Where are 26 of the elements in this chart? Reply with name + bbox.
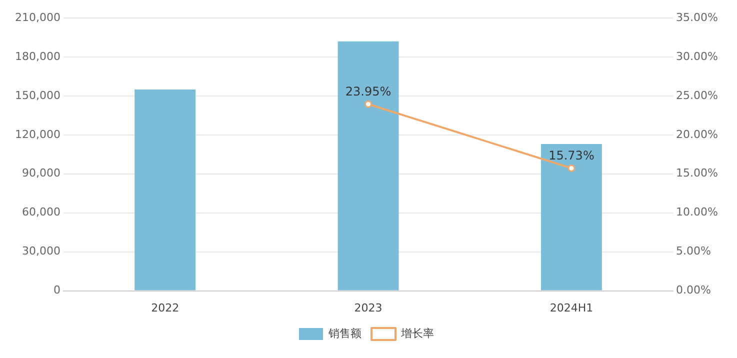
legend-label: 增长率 [400, 326, 434, 340]
bar [338, 41, 399, 290]
y2-tick-label: 0.00% [676, 284, 712, 297]
y-tick-label: 30,000 [22, 244, 60, 258]
y2-tick-label: 30.00% [676, 50, 718, 63]
x-tick-label: 2022 [151, 301, 180, 314]
x-tick-label: 2023 [354, 301, 382, 314]
y-tick-label: 60,000 [22, 206, 60, 219]
x-tick-label: 2024H1 [550, 301, 594, 314]
y2-tick-label: 10.00% [676, 206, 718, 219]
y2-tick-label: 35.00% [676, 10, 718, 24]
bar [134, 89, 196, 290]
y-tick-label: 150,000 [14, 88, 60, 102]
y-tick-label: 0 [53, 284, 60, 297]
data-label: 23.95% [345, 84, 392, 98]
data-label: 15.73% [548, 148, 594, 162]
y2-tick-label: 15.00% [676, 166, 718, 180]
y-tick-label: 90,000 [22, 166, 60, 180]
y2-tick-label: 20.00% [676, 128, 718, 141]
legend-label: 销售额 [328, 326, 362, 340]
y-tick-label: 180,000 [14, 50, 60, 63]
y2-tick-label: 5.00% [676, 244, 712, 258]
y-tick-label: 120,000 [14, 128, 60, 141]
bar [540, 144, 602, 290]
y-tick-label: 210,000 [14, 10, 60, 24]
y2-tick-label: 25.00% [676, 88, 718, 102]
